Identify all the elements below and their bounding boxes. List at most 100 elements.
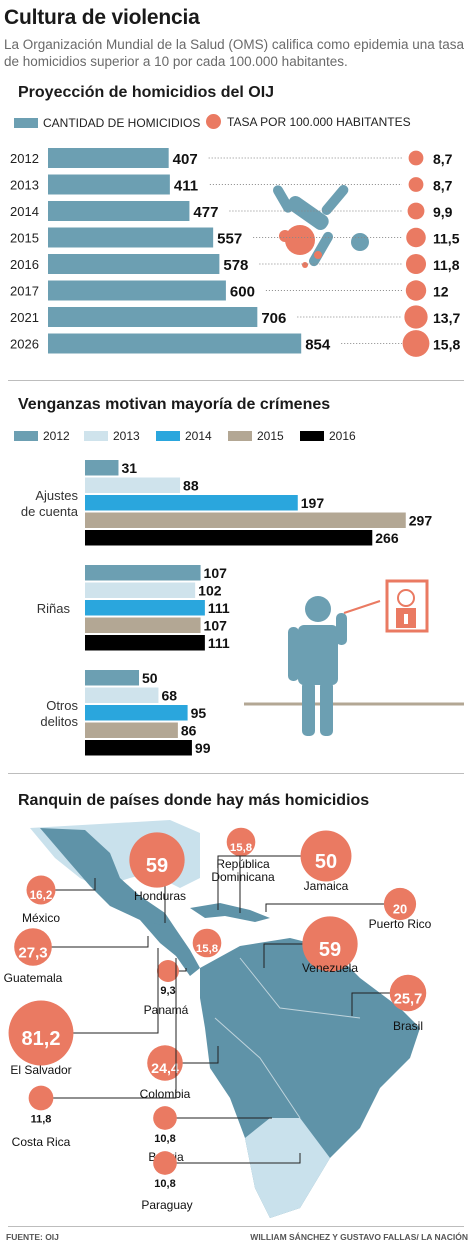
- legend-swatch-2014: [156, 431, 180, 441]
- legend-2016: 2016: [300, 429, 372, 443]
- legend-swatch-2013: [84, 431, 108, 441]
- country-value-label: 59: [146, 855, 168, 877]
- revenge-bar: [85, 687, 159, 703]
- rate-value-label: 11,5: [433, 231, 460, 247]
- map-roads: [214, 957, 361, 1119]
- country-value-label: 59: [319, 939, 341, 961]
- year-label: 2017: [10, 284, 39, 299]
- country-bubble: [389, 974, 427, 1012]
- country-value-label: 9,3: [160, 985, 175, 997]
- rate-value-label: 11,8: [433, 257, 460, 273]
- legend-2012: 2012: [14, 429, 84, 443]
- homicide-value-label: 854: [305, 337, 331, 354]
- revenge-bar: [85, 740, 192, 756]
- year-label: 2012: [10, 151, 39, 166]
- homicide-value-label: 600: [230, 284, 255, 301]
- country-name-label: República: [216, 857, 270, 871]
- footer-source: FUENTE: OIJ: [6, 1232, 59, 1242]
- revenge-bar: [85, 670, 139, 686]
- country-name-label: Guatemala: [4, 971, 63, 985]
- homicide-value-label: 407: [173, 151, 198, 168]
- revenge-value-label: 86: [181, 723, 197, 739]
- revenge-value-label: 197: [301, 495, 325, 511]
- category-label-line2: de cuenta: [21, 504, 79, 519]
- country-value-label: 15,8: [196, 943, 219, 955]
- ranking-title: Ranquin de países donde hay más homicidi…: [18, 792, 370, 809]
- target-frame-border: [385, 579, 429, 633]
- country-bubble: [157, 960, 179, 982]
- rate-dot: [408, 177, 424, 192]
- country-name-label: Dominicana: [211, 870, 275, 884]
- section-divider-1: [8, 380, 464, 381]
- figure-head: [351, 233, 369, 251]
- country-name-label: Puerto Rico: [369, 917, 432, 931]
- country-name-label: Honduras: [134, 889, 186, 903]
- leader-line: [165, 1153, 301, 1164]
- country-name-label: Brasil: [393, 1019, 423, 1033]
- thrower-leg-left: [302, 681, 315, 736]
- revenge-value-label: 68: [161, 688, 177, 704]
- revenge-value-label: 50: [142, 670, 158, 686]
- figure-arm: [321, 185, 349, 215]
- homicide-value-label: 578: [223, 257, 248, 274]
- homicide-bar: [48, 254, 220, 274]
- leader-line: [41, 958, 177, 1099]
- country-name-label: Jamaica: [304, 879, 349, 893]
- footer-credit: WILLIAM SÁNCHEZ Y GUSTAVO FALLAS/ LA NAC…: [250, 1232, 468, 1242]
- legend-bar-swatch: [14, 118, 38, 128]
- country-name-label: Costa Rica: [12, 1135, 71, 1149]
- leader-line: [217, 855, 326, 910]
- country-name-label: Panamá: [144, 1003, 189, 1017]
- year-label: 2014: [10, 204, 39, 219]
- legend-2014: 2014: [156, 429, 228, 443]
- category-label: Otros: [46, 698, 78, 713]
- revenge-bar: [85, 600, 205, 616]
- homicide-bar: [48, 280, 226, 301]
- revenge-bar: [85, 705, 188, 721]
- leader-line: [265, 903, 400, 912]
- country-bubble: [8, 1000, 74, 1066]
- country-value-label: 20: [393, 902, 407, 917]
- country-value-label: 16,2: [30, 890, 53, 902]
- revenge-bar: [85, 495, 298, 511]
- country-bubble: [14, 928, 52, 966]
- revenge-value-label: 297: [409, 513, 433, 529]
- country-value-label: 50: [315, 851, 337, 873]
- rate-value-label: 8,7: [433, 178, 453, 194]
- legend-2015: 2015: [228, 429, 300, 443]
- target-mark: [404, 614, 408, 624]
- country-bubble: [302, 916, 358, 972]
- homicide-value-label: 477: [193, 204, 218, 221]
- country-bubble: [153, 1106, 177, 1130]
- country-value-label: 15,8: [230, 842, 253, 854]
- rate-dot: [407, 202, 425, 220]
- country-value-label: 10,8: [154, 1133, 175, 1145]
- map-land: [30, 820, 420, 1218]
- year-label: 2015: [10, 231, 39, 246]
- homicide-bar: [48, 201, 190, 221]
- legend-label-2015: 2015: [257, 429, 284, 443]
- legend-bar-label: CANTIDAD DE HOMICIDIOS: [43, 116, 201, 130]
- rate-dot: [404, 305, 428, 329]
- revenge-value-label: 99: [195, 740, 211, 756]
- homicide-bar: [48, 227, 214, 248]
- section-divider-2: [8, 773, 464, 774]
- country-value-label: 81,2: [22, 1028, 61, 1050]
- country-name-label: Venezuela: [302, 961, 358, 975]
- revenge-bar: [85, 460, 119, 476]
- country-name-label: Colombia: [140, 1087, 191, 1101]
- thrower-arm-right: [336, 613, 347, 645]
- page-title: Cultura de violencia: [4, 6, 200, 29]
- map-southern-cone: [245, 1118, 330, 1218]
- blood-splatter: [279, 225, 322, 268]
- homicide-value-label: 411: [174, 178, 198, 195]
- revenge-value-label: 102: [198, 583, 222, 599]
- figure-torso: [287, 196, 329, 230]
- rate-value-label: 8,7: [433, 151, 453, 167]
- figure-leg: [273, 185, 293, 213]
- rate-dot: [406, 227, 426, 248]
- legend-swatch-2015: [228, 431, 252, 441]
- revenge-bar: [85, 617, 201, 633]
